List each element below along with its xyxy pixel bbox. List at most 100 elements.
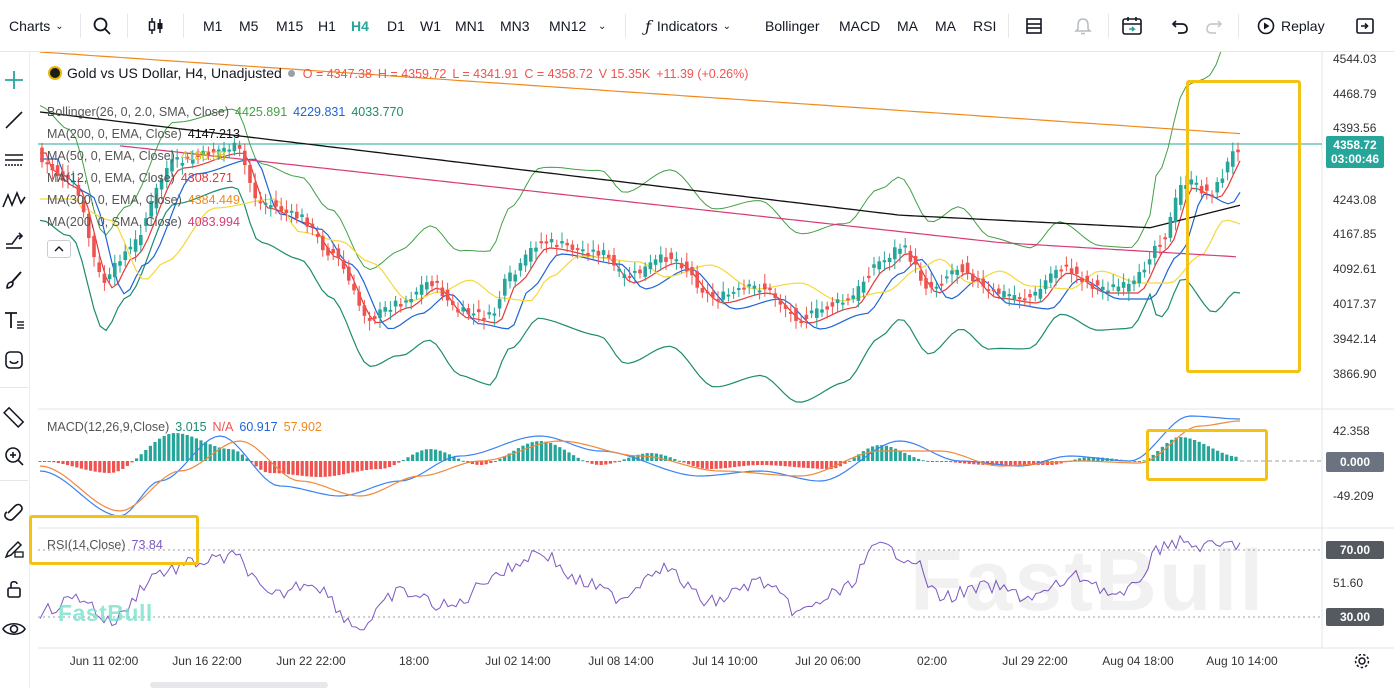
fastbull-logo-watermark: FastBull: [58, 600, 153, 626]
candle-body: [165, 168, 169, 182]
chart-settings-button[interactable]: [1353, 652, 1371, 675]
candle-body: [976, 277, 980, 282]
macd-histogram-bar: [668, 457, 672, 461]
calendar-button[interactable]: [1121, 0, 1143, 52]
candle-body: [1049, 273, 1053, 283]
chevron-down-icon[interactable]: ⌄: [598, 20, 607, 32]
candle-body: [778, 300, 783, 305]
draw-mode-tool[interactable]: [0, 534, 28, 564]
shortcut-bollinger[interactable]: Bollinger: [765, 18, 820, 34]
text-tool[interactable]: [0, 305, 28, 335]
macd-histogram-bar: [194, 438, 198, 461]
tf-m5[interactable]: M5: [239, 18, 259, 34]
macd-histogram-bar: [484, 461, 488, 465]
gold-icon: [48, 66, 62, 80]
bollinger-mid-line: [40, 158, 1241, 330]
pattern-tool[interactable]: [0, 185, 28, 215]
visibility-tool[interactable]: [0, 614, 28, 644]
tf-w1[interactable]: W1: [420, 18, 441, 34]
candle-body: [362, 305, 367, 316]
macd-histogram-bar: [562, 449, 566, 461]
ma12-value: 4308.271: [180, 171, 233, 185]
tf-h4[interactable]: H4: [351, 18, 369, 34]
tf-m1[interactable]: M1: [203, 18, 223, 34]
ma200-legend[interactable]: MA(200, 0, EMA, Close) 4147.213: [47, 127, 246, 141]
tf-d1[interactable]: D1: [387, 18, 405, 34]
shortcut-ma-2[interactable]: MA: [935, 18, 956, 34]
macd-histogram-bar: [351, 461, 355, 473]
macd-histogram-bar: [875, 445, 879, 461]
candle-body: [1007, 294, 1011, 297]
charts-menu[interactable]: Charts ⌄: [9, 0, 64, 52]
candle-body: [1153, 245, 1157, 258]
macd-histogram-bar: [388, 461, 392, 468]
candle-body: [1220, 178, 1225, 183]
fib-tool[interactable]: [0, 145, 28, 175]
bollinger-legend[interactable]: Bollinger(26, 0, 2.0, SMA, Close) 4425.89…: [47, 105, 409, 119]
ma200-sma-legend[interactable]: MA(200, 0, SMA, Close) 4083.994: [47, 215, 246, 229]
alert-button[interactable]: [1073, 0, 1093, 52]
candle-body: [877, 261, 881, 270]
tf-m15[interactable]: M15: [276, 18, 304, 34]
macd-histogram-bar: [687, 461, 691, 465]
replay-button[interactable]: Replay: [1256, 0, 1325, 52]
emoji-tool[interactable]: [0, 345, 28, 375]
time-tick: 18:00: [398, 654, 430, 668]
ma50-legend[interactable]: MA(50, 0, EMA, Close) 4186.96: [47, 149, 232, 163]
macd-histogram-bar: [309, 461, 313, 477]
layout-button[interactable]: [1025, 0, 1043, 52]
tf-mn1[interactable]: MN1: [455, 18, 485, 34]
symbol-title[interactable]: Gold vs US Dollar, H4, Unadjusted: [67, 65, 282, 81]
candle-body: [477, 309, 481, 313]
zoom-tool[interactable]: [0, 441, 28, 471]
candle-body: [856, 286, 861, 301]
candle-body: [903, 245, 907, 248]
candle-body: [1199, 185, 1204, 194]
search-button[interactable]: [92, 0, 112, 52]
redo-button[interactable]: [1204, 0, 1224, 52]
macd-histogram-bar: [553, 444, 557, 461]
shortcut-rsi[interactable]: RSI: [973, 18, 997, 34]
rsi-legend[interactable]: RSI(14,Close) 73.84: [47, 538, 169, 552]
candle-body: [118, 261, 122, 266]
macd-histogram-bar: [1174, 437, 1178, 461]
candle-body: [726, 294, 731, 297]
macd-histogram-bar: [834, 461, 838, 469]
projection-tool[interactable]: [0, 225, 28, 255]
trendline-tool[interactable]: [0, 105, 28, 135]
macd-histogram-value: 3.015: [175, 420, 207, 434]
candle-body: [1059, 269, 1063, 272]
candle-body: [861, 281, 866, 293]
fullscreen-button[interactable]: [1355, 0, 1375, 52]
bollinger-upper-band: [39, 2, 1241, 271]
shortcut-macd[interactable]: MACD: [839, 18, 881, 34]
candle-body: [872, 264, 876, 268]
candle-body: [419, 284, 424, 295]
horizontal-scrollbar[interactable]: [150, 682, 328, 688]
crosshair-tool[interactable]: [0, 65, 28, 95]
candle-body: [1106, 290, 1110, 293]
magnet-tool[interactable]: [0, 495, 28, 525]
chart-type-button[interactable]: [146, 0, 166, 52]
ma12-legend[interactable]: MA(12, 0, EMA, Close) 4308.271: [47, 171, 239, 185]
tf-mn12[interactable]: MN12: [549, 18, 587, 34]
candle-body: [627, 275, 632, 278]
indicators-button[interactable]: ƒ Indicators ⌄: [645, 0, 731, 52]
shortcut-ma[interactable]: MA: [897, 18, 918, 34]
ma300-legend[interactable]: MA(300, 0, EMA, Close) 4384.449: [47, 193, 246, 207]
macd-legend[interactable]: MACD(12,26,9,Close) 3.015 N/A 60.917 57.902: [47, 420, 328, 434]
ruler-tool[interactable]: [0, 402, 28, 432]
lock-tool[interactable]: [0, 574, 28, 604]
candle-body: [440, 287, 445, 297]
collapse-legend-button[interactable]: [47, 240, 71, 258]
candle-body: [575, 248, 580, 251]
tf-mn3[interactable]: MN3: [500, 18, 530, 34]
brush-tool[interactable]: [0, 265, 28, 295]
candle-body: [315, 234, 320, 238]
ohlc-low: L = 4341.91: [452, 67, 519, 81]
undo-button[interactable]: [1170, 0, 1190, 52]
tf-h1[interactable]: H1: [318, 18, 336, 34]
macd-histogram-bar: [480, 461, 484, 465]
